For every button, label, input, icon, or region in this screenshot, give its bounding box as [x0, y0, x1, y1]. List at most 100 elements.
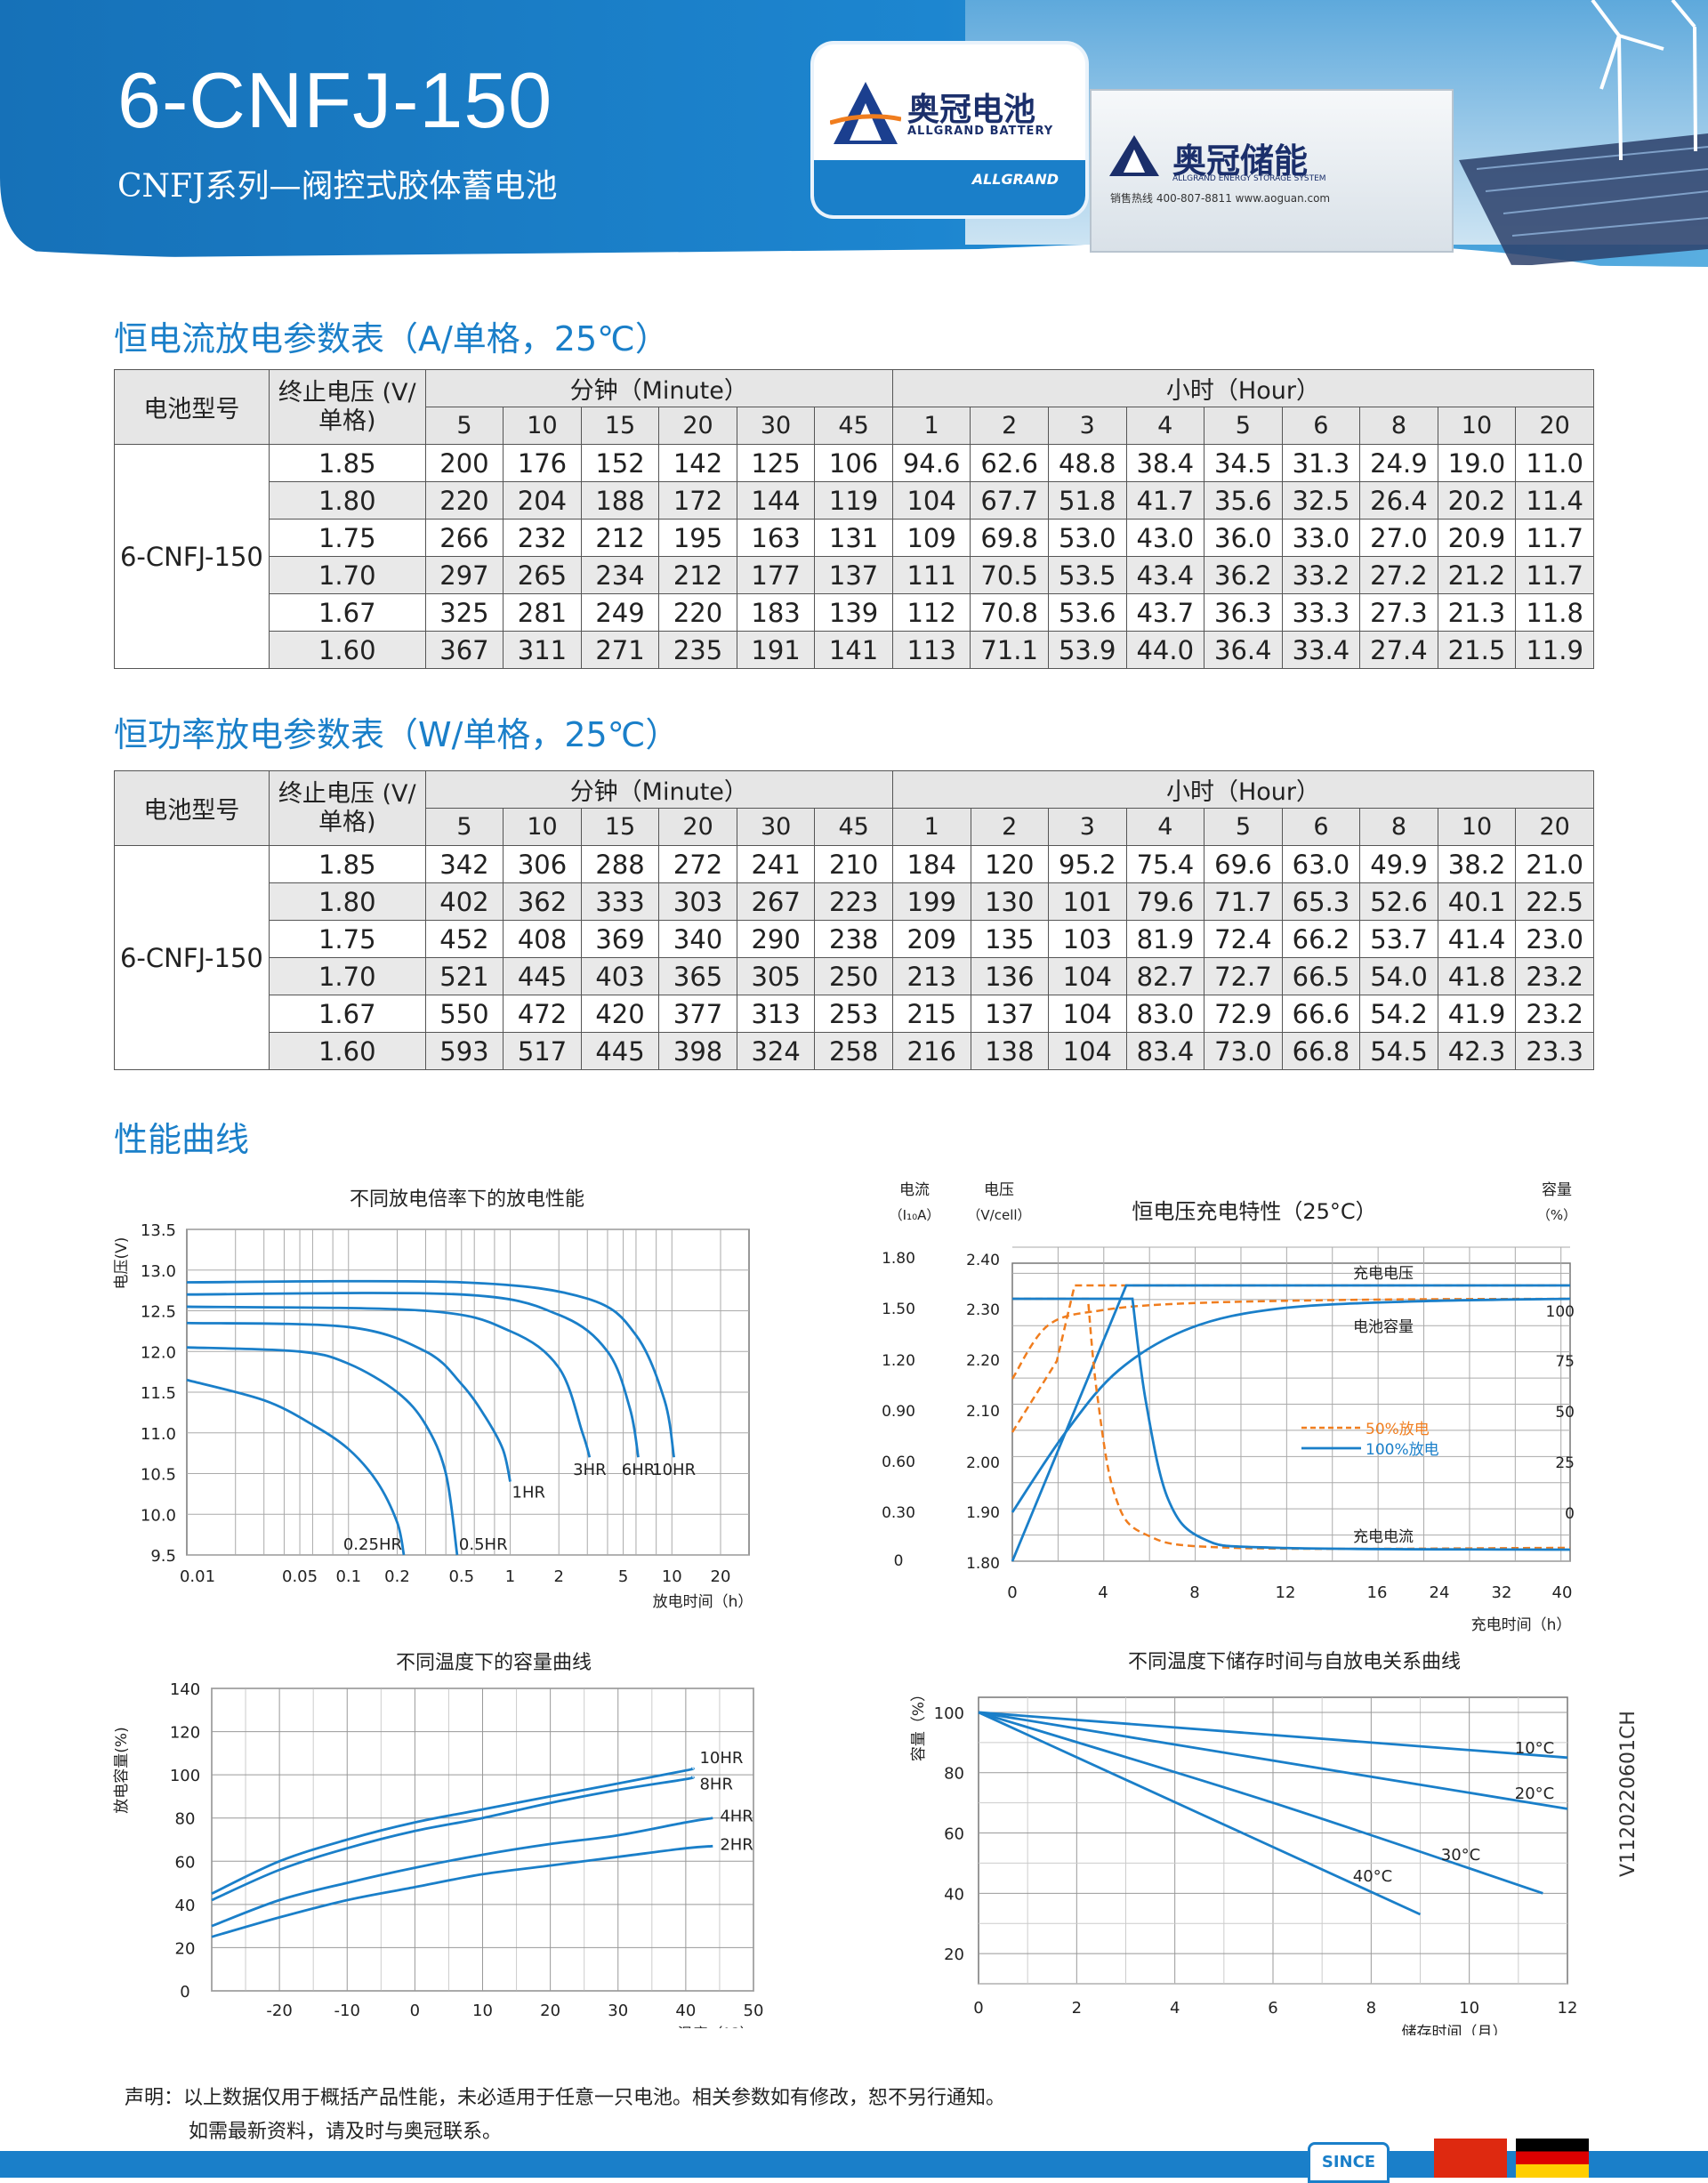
y-axis-label: 放电容量(%)	[113, 1727, 131, 1813]
value-cell: 267	[736, 882, 816, 921]
value-cell: 403	[580, 957, 660, 995]
value-cell: 27.3	[1359, 593, 1438, 632]
value-cell: 69.6	[1204, 845, 1283, 883]
capacity-curve-50	[1011, 1297, 1571, 1380]
value-cell: 21.5	[1437, 631, 1517, 669]
value-cell: 43.4	[1125, 556, 1205, 594]
series-subtitle: CNFJ系列—阀控式胶体蓄电池	[117, 168, 558, 205]
value-cell: 333	[580, 882, 660, 921]
hour-col-header: 5	[1204, 407, 1283, 445]
value-cell: 23.2	[1515, 995, 1594, 1033]
value-cell: 34.5	[1204, 444, 1283, 482]
value-cell: 258	[814, 1032, 893, 1070]
value-cell: 265	[503, 556, 582, 594]
minute-col-header: 30	[736, 808, 816, 846]
hour-col-header: 1	[891, 407, 971, 445]
series-label: 6HR	[622, 1461, 656, 1479]
value-cell: 234	[580, 556, 660, 594]
hour-col-header: 4	[1125, 407, 1205, 445]
value-cell: 204	[503, 481, 582, 520]
value-cell: 313	[736, 995, 816, 1033]
discharge-rate-chart: 不同放电倍率下的放电性能13.513.012.512.011.511.010.5…	[113, 1188, 753, 1611]
value-cell: 272	[658, 845, 737, 883]
value-cell: 11.7	[1515, 556, 1594, 594]
table-row: 6-CNFJ-150 1.85 200 176 152 142 125 106 94.6 62.6…	[114, 444, 1594, 669]
y-tick-label: 20	[175, 1939, 196, 1958]
table-subheader-row: 5 10 15 20 30 45 1 2 3 4 5 6 8 10 20	[115, 407, 1594, 445]
y-tick-label: 10.5	[141, 1466, 176, 1485]
table-row: 1.67 325 281 249 220 183 139 112 70.8 53.6 43.7 36.…	[115, 593, 1594, 632]
value-cell: 297	[424, 556, 504, 594]
self-discharge-chart: 不同温度下储存时间与自放电关系曲线 0 2 4 6 8 10 12 100 80 60 40 20 储存时…	[910, 1651, 1578, 2035]
value-cell: 82.7	[1125, 957, 1205, 995]
value-cell: 66.2	[1281, 920, 1361, 958]
table-row: 1.75 452 408 369 340 290 238 209 135 103 81.9 72.4 6…	[115, 920, 1594, 958]
x-tick-label: -10	[334, 2002, 360, 2020]
value-cell: 32.5	[1281, 481, 1361, 520]
value-cell: 41.9	[1437, 995, 1517, 1033]
value-cell: 209	[891, 920, 971, 958]
value-cell: 188	[580, 481, 660, 520]
value-cell: 212	[580, 519, 660, 557]
container-logo-icon	[1109, 135, 1159, 176]
value-cell: 72.7	[1204, 957, 1283, 995]
value-cell: 402	[424, 882, 504, 921]
value-cell: 48.8	[1047, 444, 1127, 482]
since-badge: SINCE	[1308, 2142, 1390, 2183]
y1-tick-label: 1.80	[882, 1250, 915, 1268]
table-row: 1.80 402 362 333 303 267 223 199 130 101 79.6 71.7 6…	[115, 882, 1594, 921]
value-cell: 69.8	[970, 519, 1049, 557]
x-tick-label: 10	[472, 2002, 493, 2020]
series-line-20°C	[978, 1711, 1568, 1810]
y-tick-label: 11.0	[141, 1425, 176, 1444]
brand-logo-card: 奥冠电池 ALLGRAND BATTERY ALLGRAND	[814, 44, 1085, 215]
value-cell: 53.7	[1359, 920, 1438, 958]
series-label: 10HR	[699, 1749, 743, 1768]
value-cell: 21.3	[1437, 593, 1517, 632]
series-line-4HR	[211, 1816, 713, 1928]
x-tick-label: 5	[618, 1567, 628, 1586]
col-voltage-header: 终止电压 (V/单格)	[268, 770, 426, 846]
chart-title: 不同温度下的容量曲线	[396, 1652, 592, 1674]
current-curve-100	[1012, 1297, 1571, 1551]
value-cell: 141	[814, 631, 893, 669]
value-cell: 125	[736, 444, 816, 482]
value-cell: 43.7	[1125, 593, 1205, 632]
value-cell: 54.5	[1359, 1032, 1438, 1070]
voltage-curve-100	[1011, 1284, 1570, 1562]
series-line-2HR	[211, 1844, 713, 1938]
value-cell: 216	[891, 1032, 971, 1070]
x-tick-label: 12	[1276, 1583, 1296, 1602]
hour-group-header: 小时（Hour）	[891, 770, 1595, 809]
x-tick-label: 0.1	[335, 1567, 361, 1586]
value-cell: 73.0	[1204, 1032, 1283, 1070]
x-tick-label: 2	[554, 1567, 564, 1586]
hour-col-header: 6	[1281, 808, 1361, 846]
series-line-10HR	[186, 1279, 675, 1458]
x-tick-label: 0.5	[448, 1567, 474, 1586]
y-tick-label: 13.5	[141, 1221, 176, 1240]
voltage-cell: 1.75	[268, 519, 426, 557]
model-cell: 6-CNFJ-150	[114, 845, 270, 1070]
x-tick-label: 12	[1558, 1999, 1578, 2018]
value-cell: 340	[658, 920, 737, 958]
logo-band	[814, 160, 1085, 215]
current-table-title: 恒电流放电参数表（A/单格，25℃）	[114, 319, 669, 358]
hour-col-header: 2	[970, 808, 1050, 846]
y3-tick-label: 100	[1546, 1303, 1575, 1321]
y-tick-label: 140	[170, 1680, 200, 1699]
hour-col-header: 2	[970, 407, 1049, 445]
value-cell: 142	[658, 444, 737, 482]
series-line-30°C	[978, 1711, 1543, 1895]
value-cell: 103	[1048, 920, 1127, 958]
value-cell: 63.0	[1281, 845, 1361, 883]
hour-col-header: 10	[1437, 407, 1517, 445]
value-cell: 130	[970, 882, 1050, 921]
power-table-title: 恒功率放电参数表（W/单格，25℃）	[114, 715, 680, 754]
value-cell: 135	[970, 920, 1050, 958]
y-axis-label: 容量（%）	[910, 1687, 928, 1761]
series-line-40°C	[978, 1711, 1422, 1916]
hour-col-header: 6	[1281, 407, 1361, 445]
y-tick-label: 0	[180, 1983, 189, 2002]
x-tick-label: 0.05	[282, 1567, 318, 1586]
